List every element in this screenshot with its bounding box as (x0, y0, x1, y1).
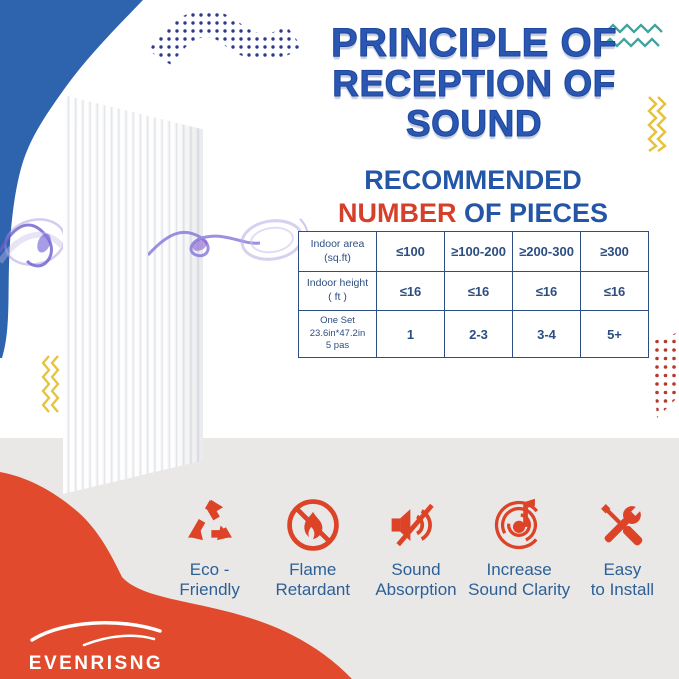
feature-sound-absorption: Sound Absorption (364, 495, 467, 600)
smoke-wisp-right (148, 218, 309, 261)
page-title: PRINCIPLE OF RECEPTION OF SOUND (276, 21, 672, 144)
yellow-zigzag-right (647, 96, 667, 153)
table-cell: ≤16 (512, 271, 581, 311)
table-cell: ≤16 (444, 271, 513, 311)
table-cell: 3-4 (512, 310, 581, 358)
table-cell: 5+ (580, 310, 649, 358)
navy-dots-wave (150, 10, 300, 66)
table-cell: ≥200-300 (512, 231, 581, 272)
brand-name: EVENRISNG (28, 653, 164, 674)
table-cell: ≤16 (580, 271, 649, 311)
feature-easy-install: Easy to Install (571, 495, 674, 600)
subtitle-word-rest: OF PIECES (456, 197, 609, 228)
table-row: Indoor height ( ft ) ≤16 ≤16 ≤16 ≤16 (298, 271, 649, 311)
feature-label: Eco - Friendly (179, 560, 240, 600)
feature-sound-clarity: Increase Sound Clarity (468, 495, 571, 600)
table-row-label: Indoor area (sq.ft) (298, 231, 377, 272)
feature-flame-retardant: Flame Retardant (261, 495, 364, 600)
subtitle-word-number: NUMBER (337, 197, 457, 228)
feature-label: Easy to Install (590, 560, 654, 600)
table-row-label: One Set 23.6in*47.2in 5 pas (298, 310, 377, 358)
no-flame-icon (287, 499, 339, 551)
table-cell: ≤100 (376, 231, 445, 272)
table-row: Indoor area (sq.ft) ≤100 ≥100-200 ≥200-3… (298, 231, 649, 272)
title-line-2: RECEPTION OF SOUND (332, 63, 616, 144)
feature-label: Flame Retardant (275, 560, 351, 600)
table-cell: ≥300 (580, 231, 649, 272)
feature-label: Increase Sound Clarity (468, 560, 571, 600)
table-cell: 1 (376, 310, 445, 358)
sound-clarity-icon (495, 498, 544, 550)
feature-label: Sound Absorption (375, 560, 457, 600)
table-cell: 2-3 (444, 310, 513, 358)
section-subtitle: RECOMMENDED NUMBER OF PIECES (298, 164, 648, 230)
brand-logo: EVENRISNG (22, 618, 170, 673)
acoustic-panel-image (63, 95, 203, 494)
feature-eco-friendly: Eco - Friendly (158, 495, 261, 600)
table-cell: ≤16 (376, 271, 445, 311)
tools-icon (601, 504, 644, 546)
yellow-zigzag-left (41, 355, 60, 413)
features-row: Eco - Friendly Flame Retardant Sound Abs… (158, 495, 674, 600)
brand-swoosh-icon (30, 621, 162, 647)
smoke-wisp-left (0, 218, 66, 268)
red-dots-band (651, 332, 679, 418)
table-cell: ≥100-200 (444, 231, 513, 272)
table-row: One Set 23.6in*47.2in 5 pas 1 2-3 3-4 5+ (298, 310, 649, 358)
table-row-label: Indoor height ( ft ) (298, 271, 377, 311)
recycle-icon (187, 499, 232, 541)
spec-table: Indoor area (sq.ft) ≤100 ≥100-200 ≥200-3… (298, 231, 649, 358)
muted-speaker-icon (391, 503, 434, 547)
subtitle-word-recommended: RECOMMENDED (364, 165, 582, 195)
teal-zigzag (602, 23, 663, 48)
title-line-1: PRINCIPLE OF (330, 21, 618, 65)
